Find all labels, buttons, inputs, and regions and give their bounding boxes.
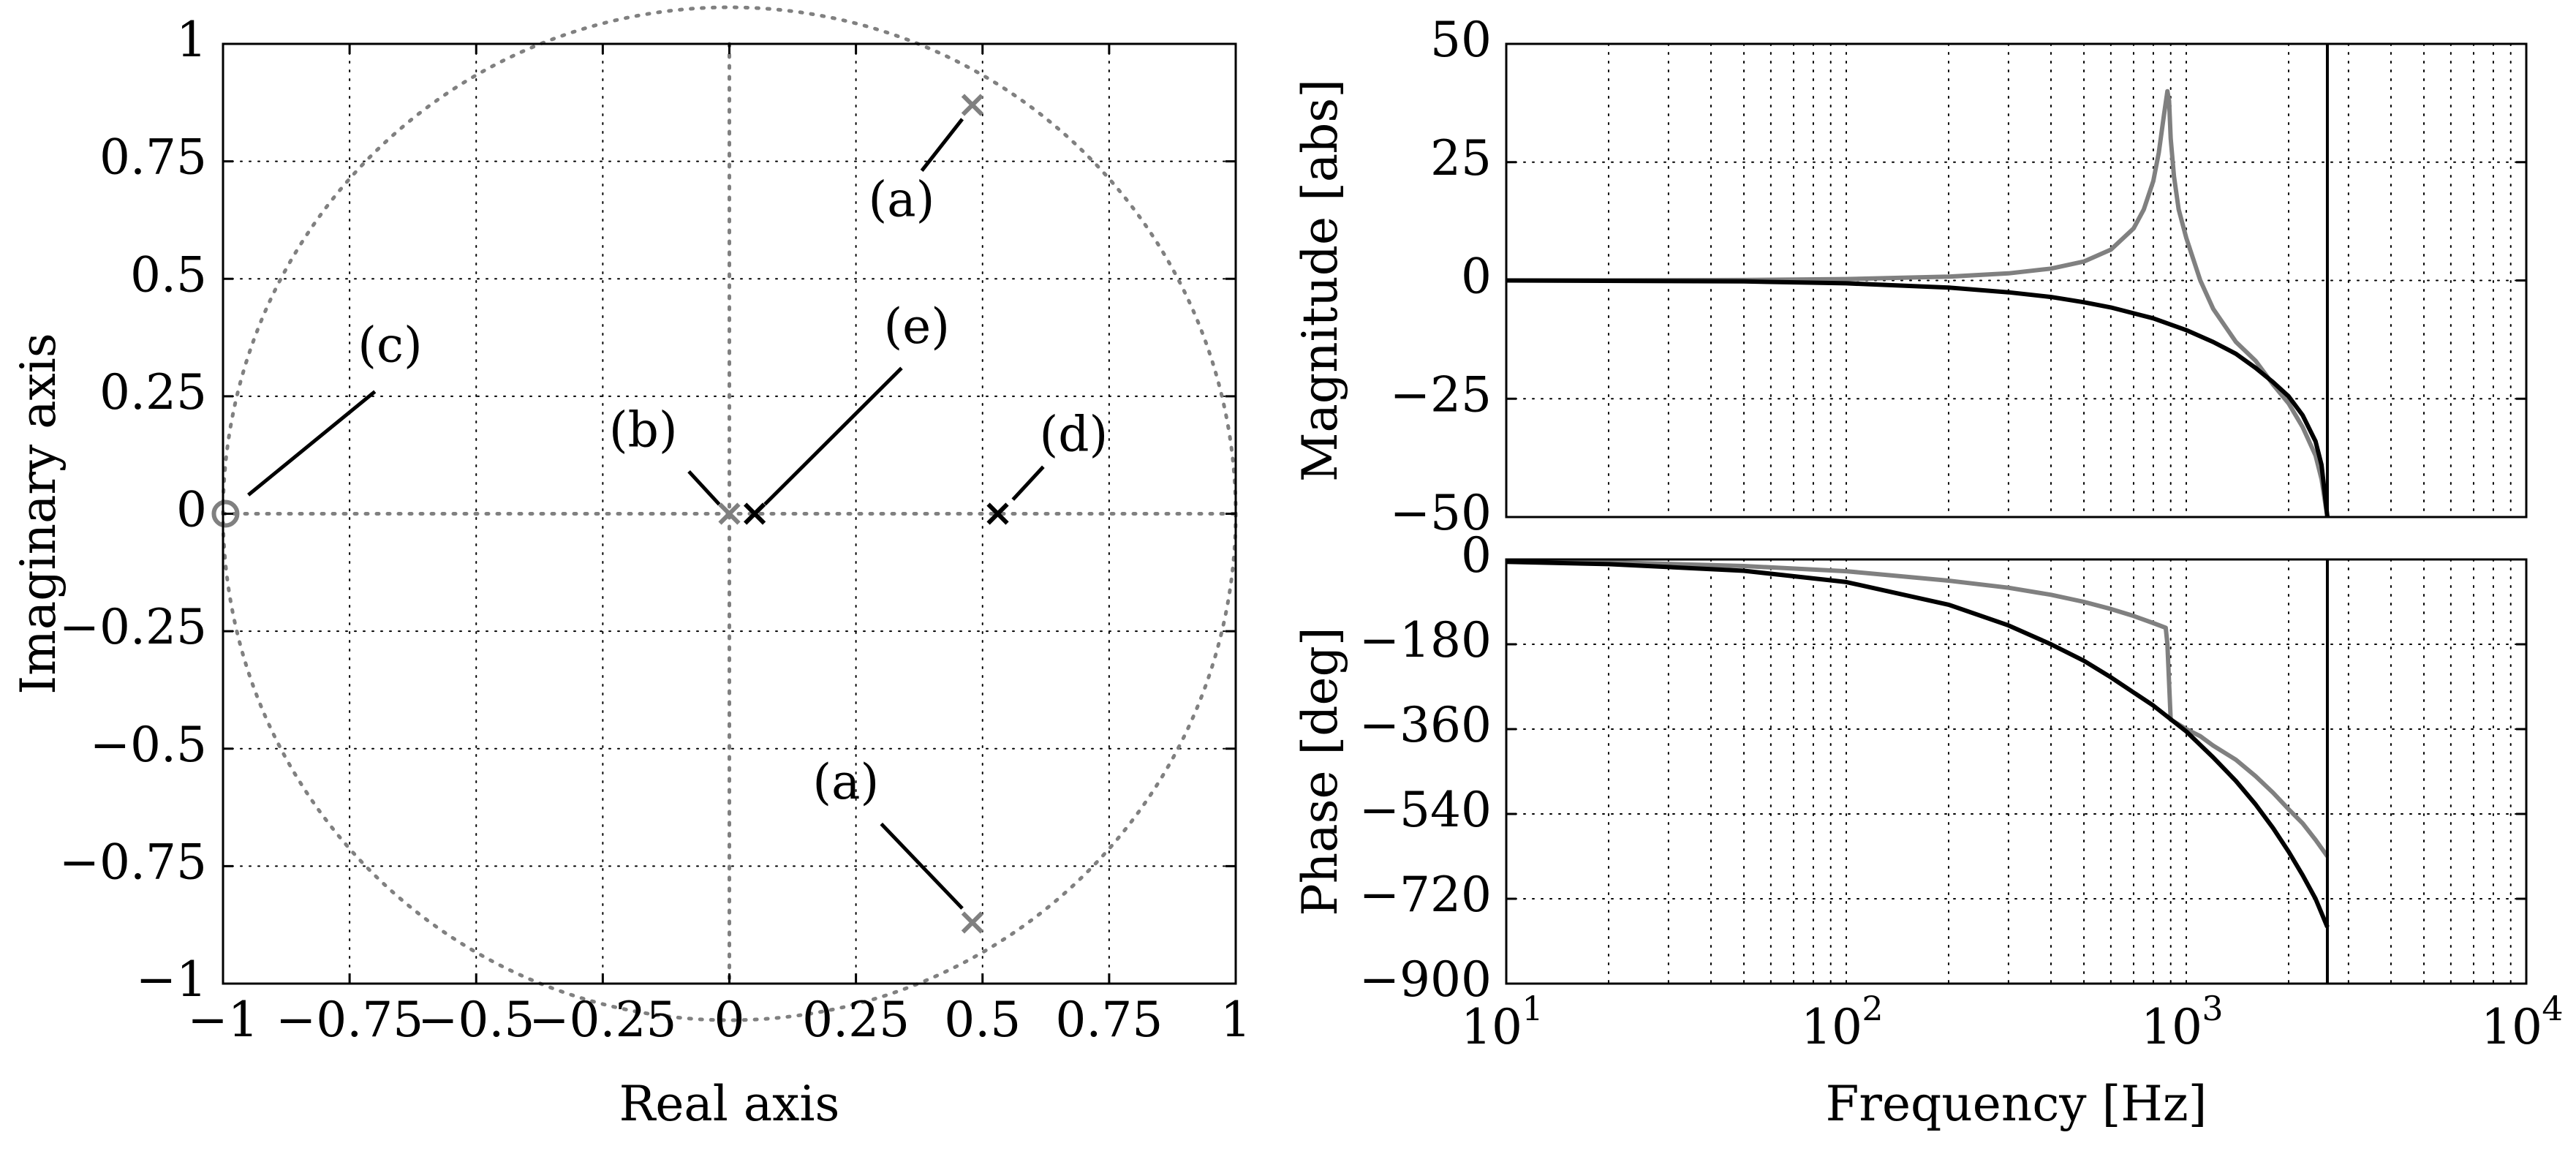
- pole-zero-markers: [211, 94, 1009, 934]
- pole-zero-x-ticks: −1 −0.75−0.5−0.25 0 0.25 0.5 0.75 1: [187, 44, 1251, 1048]
- pz-xtick-label: −0.5: [418, 992, 535, 1048]
- pz-ytick-label: 0.75: [99, 129, 207, 186]
- pz-ytick-label: −0.25: [59, 599, 207, 655]
- pz-ytick-label: 0.5: [130, 246, 207, 303]
- ytick-label: −25: [1390, 366, 1492, 423]
- pz-ytick-label: 0: [176, 482, 207, 538]
- marker-zero-c: [211, 499, 240, 528]
- series-line-gray: [1506, 88, 2330, 518]
- phase-x-label: Frequency [Hz]: [1826, 1076, 2207, 1132]
- magnitude-y-ticks: 50 25 0 −25 −50: [1390, 12, 2526, 541]
- ytick-label: −180: [1359, 612, 1492, 668]
- xtick-exponent: 3: [2202, 989, 2223, 1028]
- ytick-label: −50: [1390, 485, 1492, 541]
- pz-xtick-label: 0: [714, 992, 745, 1048]
- marker-pole-b: [718, 502, 741, 525]
- pz-ytick-label: −1: [136, 951, 207, 1008]
- pz-xtick-label: −0.75: [276, 992, 423, 1048]
- phase-frame: [1505, 558, 2528, 985]
- pz-ytick-label: 0.25: [99, 364, 207, 421]
- magnitude-y-label: Magnitude [abs]: [1292, 79, 1348, 482]
- ytick-label: 25: [1430, 130, 1492, 186]
- pz-ytick-label: 1: [176, 12, 207, 68]
- pz-xtick-label: −1: [187, 992, 258, 1048]
- pz-ytick-label: −0.75: [59, 834, 207, 890]
- marker-pole-a-upper: [961, 94, 984, 116]
- ytick-label: −540: [1359, 782, 1492, 838]
- pole-zero-grid: [221, 42, 1238, 986]
- phase-grid: [1506, 559, 2527, 984]
- annotation-leader-b: [687, 469, 721, 506]
- series-line-gray: [1506, 558, 2330, 858]
- xtick-label: 10: [1461, 999, 1522, 1055]
- annotation-label-a-upper: (a): [869, 171, 935, 227]
- annotation-leader-a-lower: [880, 822, 964, 910]
- ytick-label: −360: [1359, 697, 1492, 753]
- xtick-exponent: 2: [1862, 989, 1883, 1028]
- marker-pole-d: [986, 502, 1009, 525]
- magnitude-plot: 50 25 0 −25 −50 Magnitude [abs]: [1292, 12, 2528, 541]
- series-line-black: [1506, 559, 2330, 928]
- marker-pole-e: [744, 502, 766, 525]
- xtick-label: 10: [1801, 999, 1862, 1055]
- annotation-leader-a-upper: [920, 118, 964, 173]
- phase-y-ticks: 0 −180 −360 −540 −720 −900: [1359, 527, 2526, 1008]
- annotation-leader-d: [1011, 465, 1045, 501]
- annotation-label-a-lower: (a): [812, 754, 879, 810]
- annotation-leader-c: [247, 390, 377, 497]
- annotation-label-e: (e): [883, 298, 950, 355]
- xtick-exponent: 4: [2542, 989, 2563, 1028]
- pole-zero-plot: (a)(a)(b)(c) (e)(d) −1 −0.75−0.5−0.25 0 0.25…: [10, 5, 1251, 1132]
- pz-xtick-label: 1: [1220, 992, 1251, 1048]
- pole-zero-y-label: Imaginary axis: [10, 333, 67, 695]
- ytick-label: 0: [1461, 527, 1492, 584]
- phase-plot: 0−180−360−540−720−900 10 1 10 2 10 3 10 4 Frequ…: [1292, 527, 2564, 1132]
- pz-ytick-label: −0.5: [90, 717, 207, 773]
- xtick-label: 10: [2141, 999, 2202, 1055]
- series-line-black: [1506, 278, 2330, 518]
- xtick-exponent: 1: [1522, 989, 1543, 1028]
- magnitude-series: [1506, 44, 2330, 518]
- pole-zero-y-ticks: 1 0.75 0.5 0.25 0 −0.25 −0.5 −0.75 −1: [59, 12, 1236, 1008]
- pole-zero-x-label: Real axis: [619, 1076, 840, 1132]
- ytick-label: −900: [1359, 951, 1492, 1008]
- marker-pole-a-lower: [961, 911, 984, 934]
- phase-y-label: Phase [deg]: [1292, 627, 1348, 916]
- pz-xtick-label: 0.75: [1055, 992, 1163, 1048]
- annotation-label-d: (d): [1040, 407, 1108, 463]
- annotation-label-c: (c): [358, 317, 422, 374]
- phase-series: [1506, 558, 2330, 984]
- ytick-label: 0: [1461, 249, 1492, 305]
- pz-xtick-label: −0.25: [529, 992, 676, 1048]
- pz-xtick-label: 0.25: [802, 992, 910, 1048]
- annotation-leader-e: [763, 366, 903, 506]
- annotation-label-b: (b): [609, 401, 678, 458]
- ytick-label: −720: [1359, 867, 1492, 923]
- phase-x-ticks: 10 1 10 2 10 3 10 4: [1461, 989, 2564, 1055]
- ytick-label: 50: [1430, 12, 1492, 68]
- pole-zero-annotations: (a) (a) (b) (c) (e) (d): [247, 118, 1108, 910]
- xtick-label: 10: [2481, 999, 2542, 1055]
- pz-xtick-label: 0.5: [944, 992, 1021, 1048]
